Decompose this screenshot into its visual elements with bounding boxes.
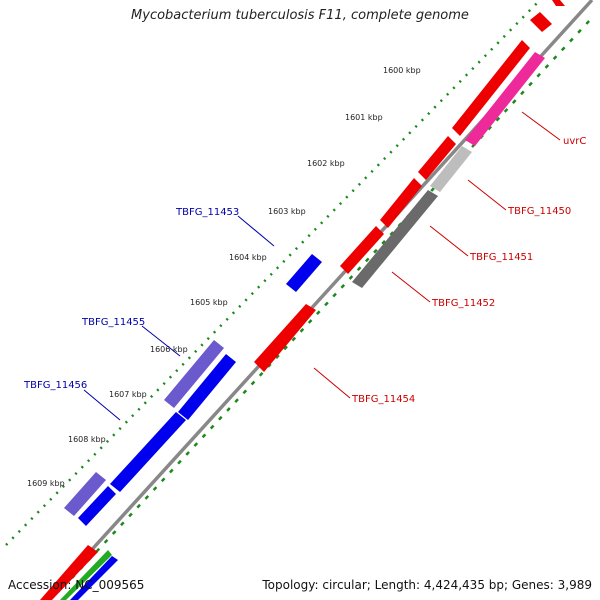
leader-tbfg-11452 <box>391 271 431 303</box>
tick-label: 1601 kbp <box>345 113 383 122</box>
page-title: Mycobacterium tuberculosis F11, complete… <box>131 8 469 23</box>
accession-label: Accession: NC_009565 <box>8 578 145 592</box>
tick-label: 1600 kbp <box>383 66 421 75</box>
leader-tbfg-11454 <box>313 367 351 399</box>
leader-tbfg-11453 <box>237 215 275 247</box>
feature-tbfg-11451 <box>352 190 438 288</box>
feature-top-red-tip <box>552 0 565 6</box>
leader-tbfg-11455 <box>141 325 181 357</box>
feature-forward-blue-3 <box>78 486 116 526</box>
tick-label: 1602 kbp <box>307 159 345 168</box>
feature-forward-blue-2 <box>110 412 186 492</box>
leader-tbfg-11451 <box>429 225 469 257</box>
feature-tbfg-11450 <box>430 146 472 192</box>
feature-bottom-red <box>40 545 98 600</box>
leader-uvrc <box>521 111 561 141</box>
tick-label: 1606 kbp <box>150 345 188 354</box>
genome-summary: Topology: circular; Length: 4,424,435 bp… <box>262 578 592 592</box>
gene-label-tbfg-11454: TBFG_11454 <box>351 394 415 405</box>
tick-label: 1605 kbp <box>190 298 228 307</box>
feature-reverse-red-1 <box>452 40 530 136</box>
tick-label: 1609 kbp <box>27 479 65 488</box>
tick-label: 1603 kbp <box>268 207 306 216</box>
feature-uvrc <box>465 52 545 146</box>
leader-tbfg-11450 <box>467 179 507 211</box>
feature-tbfg-11456 <box>178 354 236 420</box>
gene-label-tbfg-11453: TBFG_11453 <box>175 207 239 218</box>
gene-label-tbfg-11450: TBFG_11450 <box>507 206 571 217</box>
tick-label: 1607 kbp <box>109 390 147 399</box>
gene-label-tbfg-11452: TBFG_11452 <box>431 298 495 309</box>
leader-tbfg-11456 <box>83 389 121 421</box>
tick-label: 1608 kbp <box>68 435 106 444</box>
feature-forward-purple-2 <box>64 472 106 516</box>
feature-bottom-blue <box>70 556 118 600</box>
gene-label-tbfg-11456: TBFG_11456 <box>23 380 87 391</box>
tick-label: 1604 kbp <box>229 253 267 262</box>
feature-tbfg-11453 <box>286 254 322 292</box>
gene-label-tbfg-11455: TBFG_11455 <box>81 317 145 328</box>
feature-tbfg-11455 <box>164 340 224 408</box>
feature-reverse-red-3 <box>380 178 422 228</box>
gene-label-tbfg-11451: TBFG_11451 <box>469 252 533 263</box>
feature-reverse-red-4 <box>340 226 384 274</box>
inner-tick-ring <box>5 0 541 546</box>
feature-bottom-green <box>60 550 112 600</box>
feature-tbfg-11454 <box>254 304 316 372</box>
feature-reverse-red-2 <box>418 136 456 180</box>
feature-top-red-arrow <box>530 12 552 32</box>
outer-tick-ring <box>71 19 591 579</box>
gene-label-uvrc: uvrC <box>563 136 586 147</box>
